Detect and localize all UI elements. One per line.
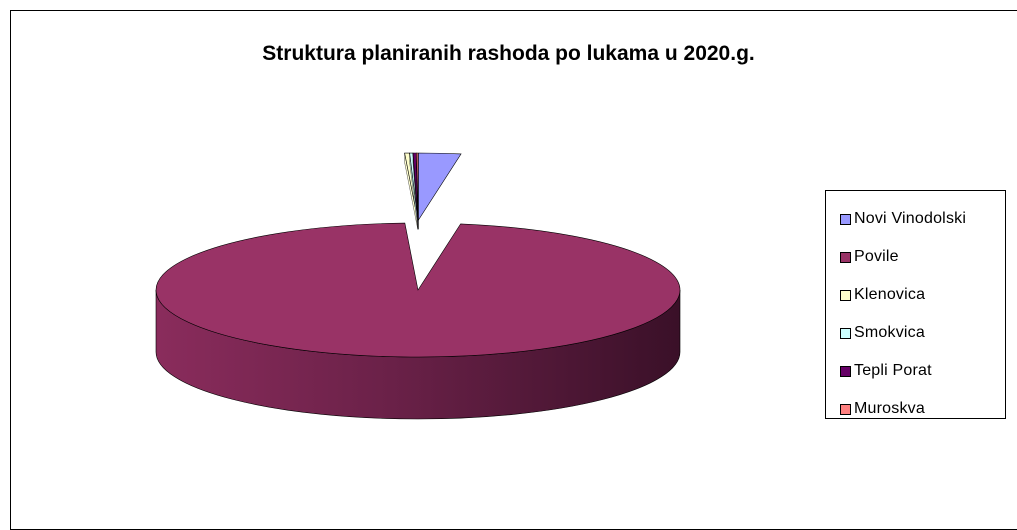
legend-swatch: [840, 365, 851, 377]
legend-item-smokvica: Smokvica: [826, 314, 1005, 352]
legend-label: Muroskva: [854, 400, 925, 417]
chart-legend: Novi Vinodolski Povile Klenovica Smokvica Te…: [825, 190, 1006, 419]
legend-swatch: [840, 403, 851, 415]
legend-item-muroskva: Muroskva: [826, 390, 1005, 428]
legend-swatch: [840, 289, 851, 301]
legend-item-tepli-porat: Tepli Porat: [826, 352, 1005, 390]
legend-label: Tepli Porat: [854, 362, 932, 379]
legend-item-klenovica: Klenovica: [826, 276, 1005, 314]
legend-label: Povile: [854, 248, 899, 265]
slice-novi-vinodolski: [418, 152, 462, 222]
chart-title: Struktura planiranih rashoda po lukama u…: [262, 42, 755, 65]
legend-swatch: [840, 213, 851, 225]
legend-swatch: [840, 327, 851, 339]
legend-swatch: [840, 251, 851, 263]
slice-povile: [155, 222, 681, 358]
legend-label: Novi Vinodolski: [854, 210, 967, 227]
slice-muroskva: [416, 152, 419, 221]
legend-item-povile: Povile: [826, 238, 1005, 276]
legend-label: Smokvica: [854, 324, 925, 341]
legend-label: Klenovica: [854, 286, 926, 303]
legend-item-novi-vinodolski: Novi Vinodolski: [826, 200, 1005, 238]
